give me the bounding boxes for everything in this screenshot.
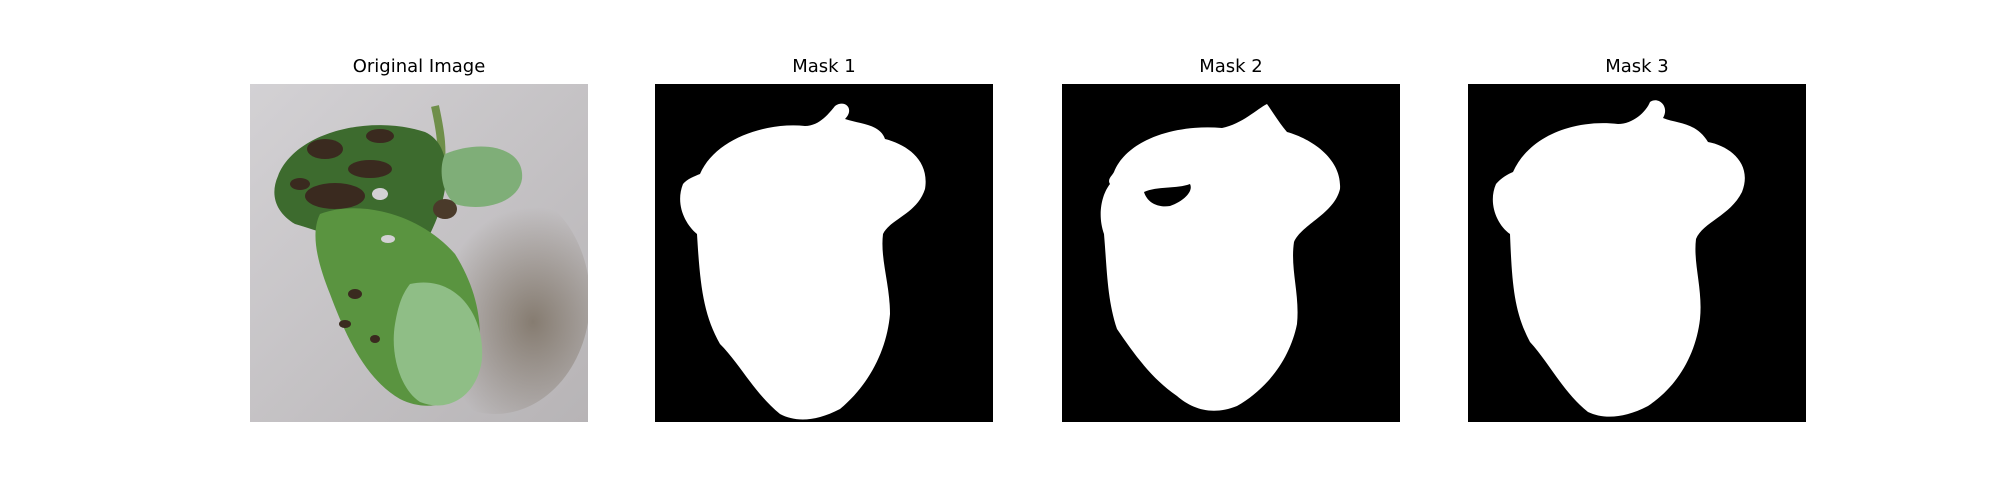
panel-title-mask-1: Mask 1 <box>792 56 856 77</box>
leaf-photo <box>250 84 588 422</box>
mask-3-image <box>1468 84 1806 422</box>
panel-title-mask-2: Mask 2 <box>1199 56 1263 77</box>
mask-1-image <box>655 84 993 422</box>
leaf-mask-1 <box>655 84 993 422</box>
panel-title-original: Original Image <box>352 56 486 77</box>
leaf-mask-3 <box>1468 84 1806 422</box>
original-image <box>250 84 588 422</box>
mask-2-image <box>1062 84 1400 422</box>
panel-title-mask-3: Mask 3 <box>1605 56 1669 77</box>
leaf-mask-2 <box>1062 84 1400 422</box>
